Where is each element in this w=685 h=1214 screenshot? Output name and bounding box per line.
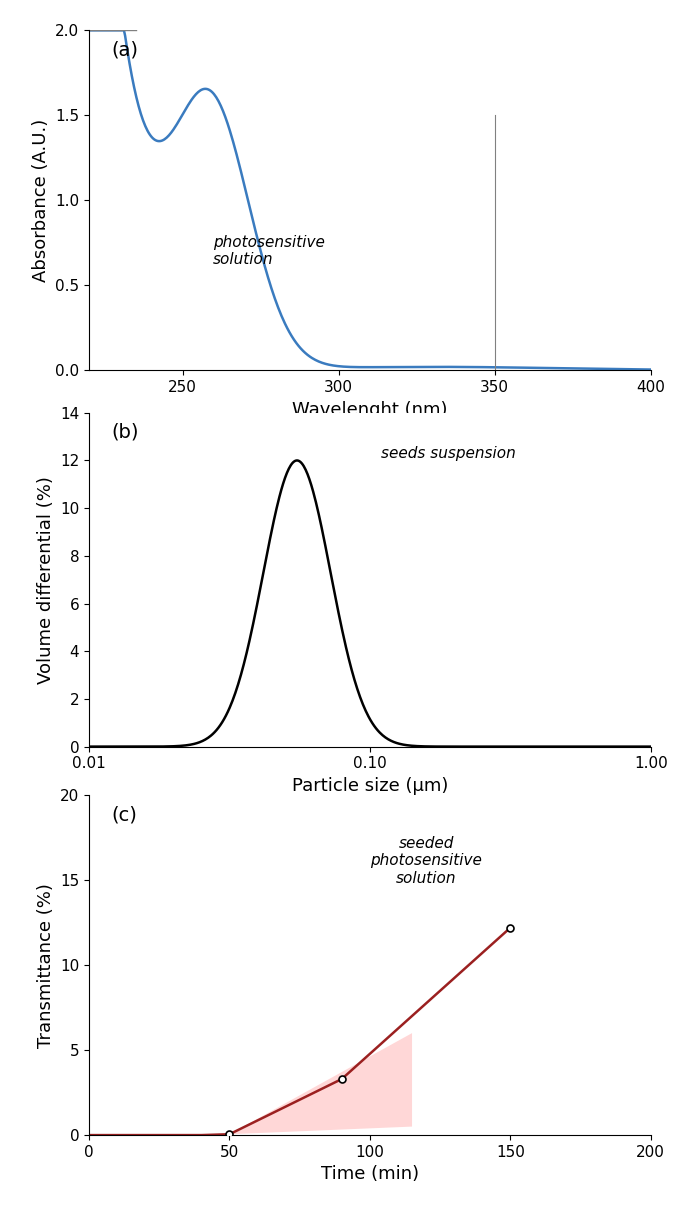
Text: seeded
photosensitive
solution: seeded photosensitive solution	[370, 836, 482, 886]
Text: photosensitive
solution: photosensitive solution	[212, 236, 325, 267]
Text: seeds suspension: seeds suspension	[381, 446, 516, 461]
Text: (a): (a)	[112, 40, 138, 59]
Polygon shape	[229, 1033, 412, 1134]
Y-axis label: Transmittance (%): Transmittance (%)	[36, 883, 55, 1048]
X-axis label: Wavelenght (nm): Wavelenght (nm)	[292, 401, 448, 419]
Text: (b): (b)	[112, 422, 139, 442]
X-axis label: Time (min): Time (min)	[321, 1165, 419, 1184]
X-axis label: Particle size (μm): Particle size (μm)	[292, 777, 448, 795]
Y-axis label: Volume differential (%): Volume differential (%)	[36, 476, 55, 683]
Text: (c): (c)	[112, 805, 138, 824]
Y-axis label: Absorbance (A.U.): Absorbance (A.U.)	[32, 119, 49, 282]
